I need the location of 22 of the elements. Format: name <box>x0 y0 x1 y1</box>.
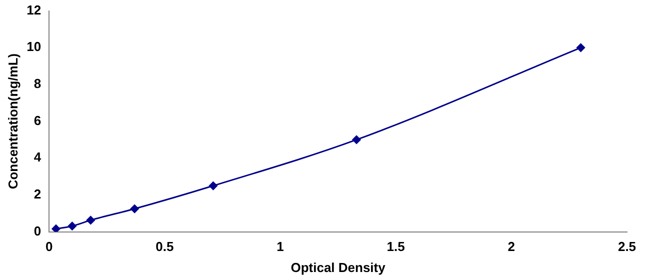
x-tick-label: 2 <box>508 239 516 254</box>
y-tick-label: 8 <box>34 76 42 92</box>
y-tick-label: 12 <box>26 2 42 18</box>
point <box>130 204 139 214</box>
y-tick-label: 6 <box>34 112 42 128</box>
point <box>576 43 586 52</box>
point <box>352 135 361 144</box>
x-tick-label: 1 <box>276 239 284 254</box>
point <box>208 182 218 190</box>
point <box>86 216 95 224</box>
y-tick-label: 4 <box>34 150 42 165</box>
y-tick-label: 10 <box>26 39 42 54</box>
x-tick-label: 0 <box>45 239 53 254</box>
point <box>52 224 60 232</box>
x-tick-label: 0.5 <box>156 239 174 254</box>
y-axis-title: Concentration(ng/mL) <box>5 53 20 190</box>
x-tick-label: 1.5 <box>386 239 405 254</box>
y-tick-label: 0 <box>34 223 42 238</box>
point <box>68 222 76 230</box>
y-tick-label: 2 <box>34 186 42 202</box>
x-tick-label: 2.5 <box>618 239 636 254</box>
x-axis-title: Optical Density <box>290 260 386 275</box>
